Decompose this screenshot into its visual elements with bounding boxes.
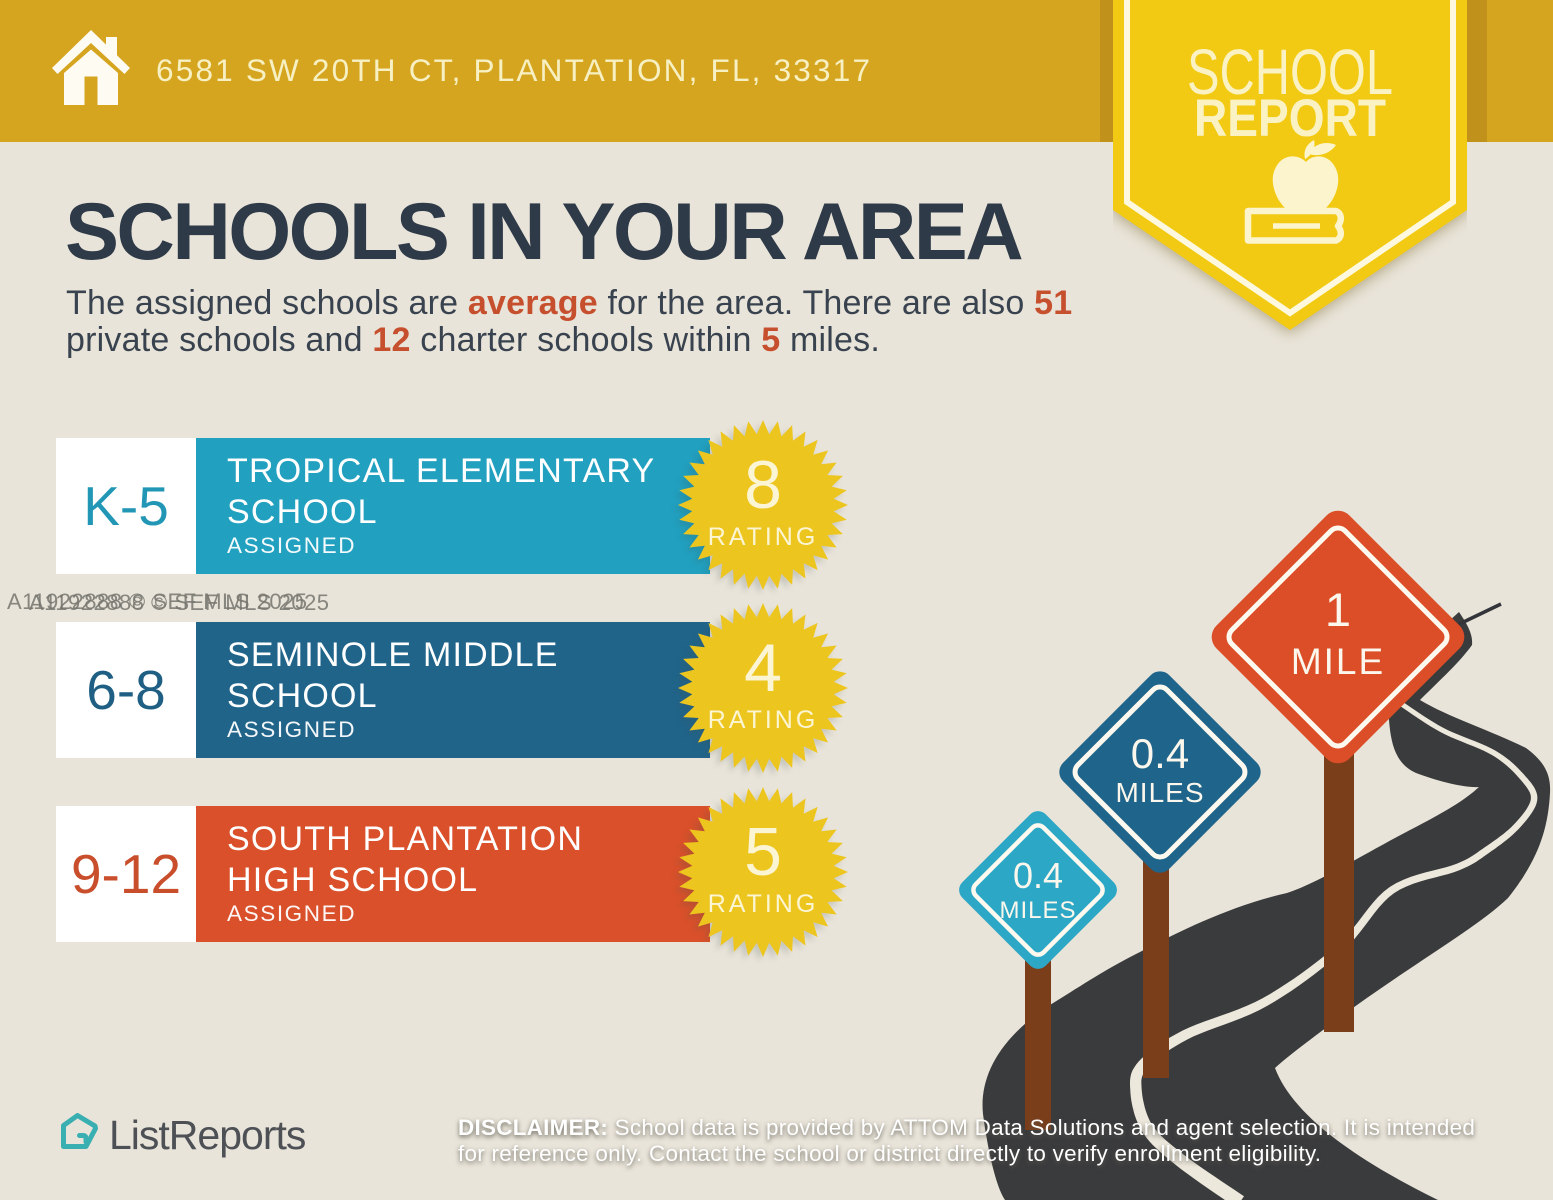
svg-text:RATING: RATING	[708, 706, 819, 734]
svg-text:1: 1	[1325, 583, 1351, 636]
svg-text:RATING: RATING	[708, 890, 819, 918]
svg-text:MILES: MILES	[1115, 777, 1204, 808]
svg-text:5: 5	[744, 814, 782, 890]
svg-text:0.4: 0.4	[1131, 730, 1189, 777]
svg-text:SCHOOL: SCHOOL	[1187, 36, 1393, 108]
svg-text:8: 8	[744, 447, 782, 523]
svg-text:REPORT: REPORT	[1194, 89, 1386, 148]
svg-text:4: 4	[744, 630, 782, 706]
svg-text:MILES: MILES	[999, 897, 1076, 924]
svg-text:0.4: 0.4	[1013, 855, 1063, 896]
svg-text:MILE: MILE	[1291, 641, 1385, 682]
svg-text:RATING: RATING	[708, 523, 819, 551]
